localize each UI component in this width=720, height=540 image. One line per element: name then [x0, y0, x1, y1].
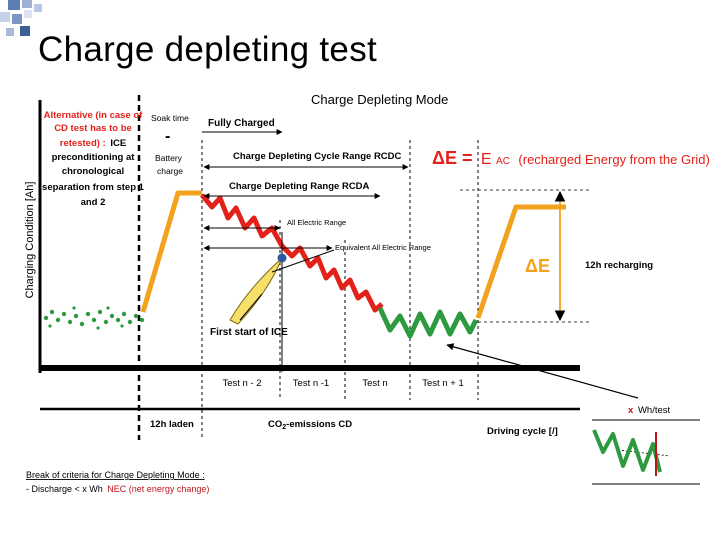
delta-e-lhs: ΔE = — [432, 148, 472, 168]
co2-pre: CO — [268, 419, 282, 430]
rcdc-label: Charge Depleting Cycle Range RCDC — [233, 151, 402, 162]
charging-ramp — [140, 190, 202, 313]
alt-line-7: and 2 — [81, 197, 106, 208]
test-label-n-1: Test n -1 — [293, 378, 329, 389]
discharge-label: - Discharge < x Wh NEC (net energy chang… — [26, 484, 209, 494]
alt-line-1: Alternative (in case of — [44, 110, 144, 121]
zoom-green-zigzag — [592, 429, 662, 473]
ice-start-pointer — [239, 293, 263, 321]
xwh-label: x Wh/test — [628, 405, 670, 416]
ice-start-flame — [229, 257, 283, 325]
rcda-label: Charge Depleting Range RCDA — [229, 181, 370, 192]
co2-sub: 2 — [282, 424, 286, 431]
alternative-note: Alternative (in case of CD test has to b… — [42, 110, 145, 208]
delta-e-sub: AC — [496, 156, 510, 167]
break-criteria-label: Break of criteria for Charge Depleting M… — [26, 470, 205, 480]
laden-label: 12h laden — [150, 419, 194, 430]
alt-line-6: separation from step 1 — [42, 182, 145, 193]
alt-line-5: chronological — [62, 166, 124, 177]
recharging-ramp — [475, 204, 566, 319]
cs-operation-line — [377, 306, 479, 339]
soak-dash: - — [165, 128, 170, 145]
battery-label-1: Battery — [155, 153, 183, 163]
preconditioning-dots — [43, 306, 145, 330]
discharge-pre: - Discharge < x Wh — [26, 484, 103, 494]
alt-line-4: preconditioning at — [52, 152, 136, 163]
test-labels: Test n - 2 Test n -1 Test n Test n + 1 — [222, 378, 463, 389]
recharging-label: 12h recharging — [585, 260, 653, 271]
test-n-arrow — [446, 343, 639, 399]
eaer-label: Equivalent All Electric Range — [335, 243, 431, 252]
test-label-n+1: Test n + 1 — [422, 378, 463, 389]
fully-charged-label: Fully Charged — [208, 118, 275, 129]
aer-point — [277, 253, 287, 263]
page-title: Charge depleting test — [38, 30, 378, 69]
alt-line-3b: ICE — [110, 138, 126, 149]
alt-line-2: CD test has to be — [54, 123, 132, 134]
alt-line-3: retested) : ICE — [60, 138, 126, 149]
discharge-nec: NEC (net energy change) — [107, 484, 209, 494]
xwh-rest: Wh/test — [638, 405, 671, 416]
soak-time-label: Soak time — [151, 113, 189, 123]
slide-decoration — [0, 0, 42, 36]
delta-e-label: ΔE — [525, 256, 550, 276]
xwh-x: x — [628, 405, 634, 416]
co2-post: -emissions CD — [286, 419, 352, 430]
battery-label-2: charge — [157, 166, 183, 176]
test-label-n-2: Test n - 2 — [222, 378, 261, 389]
eaer-pointer — [271, 249, 335, 273]
cd-discharge-line — [200, 193, 384, 313]
ice-start-label: First start of ICE — [210, 327, 288, 338]
y-axis-label: Charging Condition [Ah] — [24, 182, 36, 299]
co2-label: CO2-emissions CD — [268, 419, 352, 431]
aer-label: All Electric Range — [287, 218, 346, 227]
delta-e-formula: ΔE = E AC (recharged Energy from the Gri… — [432, 148, 710, 168]
delta-e-e: E — [481, 151, 492, 168]
alt-line-3a: retested) : — [60, 138, 106, 149]
test-label-n: Test n — [362, 378, 387, 389]
delta-e-rest: (recharged Energy from the Grid) — [518, 152, 709, 167]
diagram-heading: Charge Depleting Mode — [311, 92, 448, 107]
x-axis-label: Driving cycle [/] — [487, 426, 558, 437]
